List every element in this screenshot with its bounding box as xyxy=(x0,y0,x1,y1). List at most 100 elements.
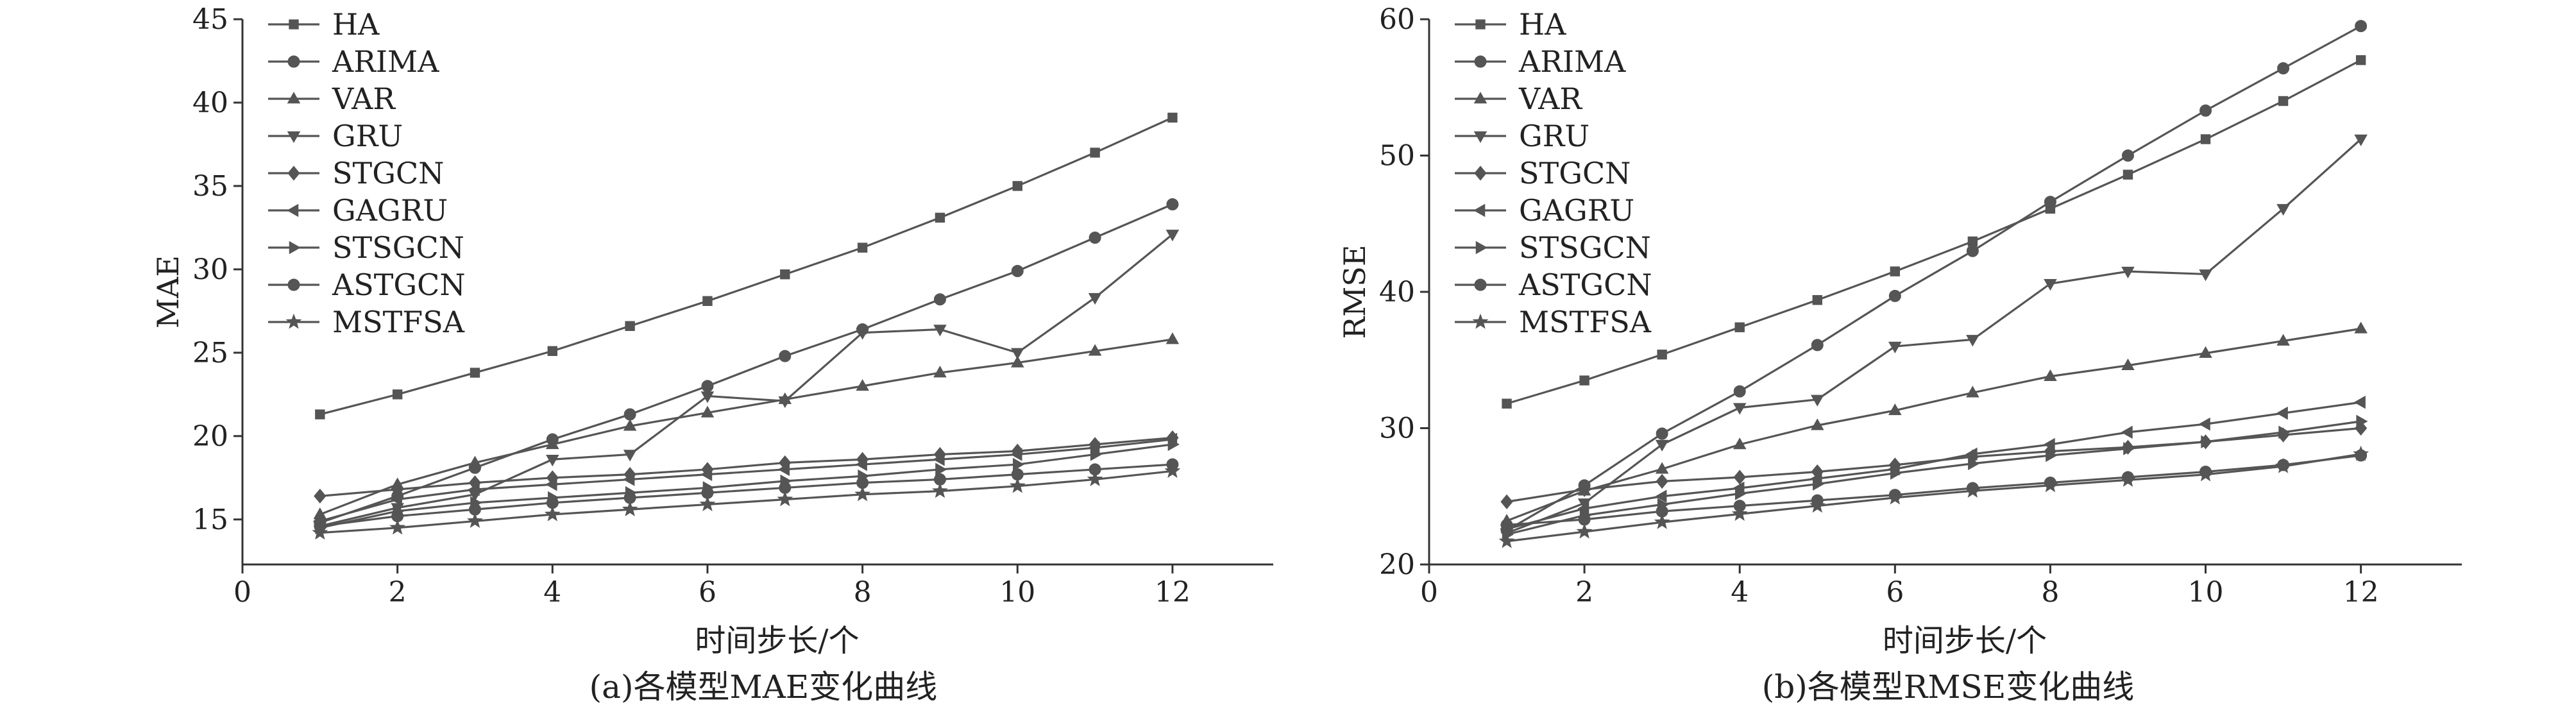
x-tick-label: 2 xyxy=(1575,576,1593,609)
data-point xyxy=(1965,447,1978,461)
data-point xyxy=(2354,321,2368,334)
caption: (a)各模型MAE变化曲线 xyxy=(589,668,938,706)
data-point xyxy=(2123,442,2135,455)
data-point xyxy=(700,405,715,418)
y-tick-label: 30 xyxy=(1379,412,1415,445)
series-line xyxy=(1506,59,2362,405)
data-point xyxy=(1164,462,1181,479)
legend-label: STSGCN xyxy=(332,230,464,265)
data-point xyxy=(1656,427,1668,440)
data-point xyxy=(935,462,947,477)
data-point xyxy=(1013,457,1025,471)
data-point xyxy=(623,419,637,431)
series-line xyxy=(319,116,1173,416)
data-point xyxy=(2044,369,2057,381)
x-axis-title: 时间步长/个 xyxy=(1883,623,2047,659)
x-tick-label: 12 xyxy=(2343,576,2379,609)
legend-label: MSTFSA xyxy=(332,305,465,339)
series-line xyxy=(319,470,1173,534)
legend-label: GRU xyxy=(1519,119,1589,153)
data-point xyxy=(1090,448,1103,461)
y-tick-label: 50 xyxy=(1379,140,1415,173)
data-point xyxy=(547,346,558,356)
data-point xyxy=(1655,462,1669,474)
data-point xyxy=(2043,437,2055,452)
data-point xyxy=(1966,386,1979,398)
legend-marker xyxy=(287,165,300,181)
data-point xyxy=(468,455,482,468)
x-tick-label: 10 xyxy=(999,576,1035,609)
legend-marker xyxy=(1474,278,1487,291)
data-point xyxy=(1813,477,1825,491)
y-tick-label: 45 xyxy=(192,3,228,36)
legend: HAARIMAVARGRUSTGCNGAGRUSTSGCNASTGCNMSTFS… xyxy=(1455,7,1652,339)
data-point xyxy=(2121,425,2133,439)
data-point xyxy=(2200,134,2211,144)
data-point xyxy=(933,293,946,306)
data-point xyxy=(1809,497,1826,513)
data-point xyxy=(623,450,637,462)
data-point xyxy=(933,452,945,466)
series-var xyxy=(313,332,1180,520)
data-point xyxy=(1890,266,1901,276)
data-point xyxy=(700,468,713,481)
y-tick-label: 20 xyxy=(192,420,228,453)
data-point xyxy=(1166,198,1179,211)
x-tick-label: 0 xyxy=(233,576,251,609)
data-point xyxy=(1967,236,1978,247)
legend-marker xyxy=(1474,165,1487,181)
data-point xyxy=(2121,266,2135,279)
data-point xyxy=(2042,477,2058,493)
legend-marker xyxy=(287,92,301,104)
data-point xyxy=(2046,448,2058,462)
data-point xyxy=(1010,448,1022,461)
data-point xyxy=(1498,532,1515,548)
legend-label: ASTGCN xyxy=(332,267,466,302)
series-stgcn xyxy=(1500,420,2368,509)
data-point xyxy=(1733,470,1746,485)
x-tick-label: 4 xyxy=(543,576,561,609)
data-point xyxy=(1966,335,1979,347)
data-point xyxy=(1012,181,1022,191)
data-point xyxy=(2044,196,2056,208)
series-stsgcn xyxy=(1502,414,2368,541)
data-point xyxy=(1888,341,1902,353)
data-point xyxy=(856,378,869,391)
data-point xyxy=(1964,482,1981,498)
chart-mae: 0 2 4 6 8 10 12 15 20 25 30 35 40 45 MAE 时间步长/个 (a)各模型MA… xyxy=(151,3,1273,706)
data-point xyxy=(1009,477,1026,493)
data-point xyxy=(1810,394,1824,407)
series-gru xyxy=(313,230,1180,534)
data-point xyxy=(1167,112,1178,123)
data-point xyxy=(2277,62,2290,74)
data-point xyxy=(2353,395,2366,409)
data-point xyxy=(777,462,790,477)
data-point xyxy=(1733,403,1747,415)
data-point xyxy=(468,482,480,496)
legend-marker xyxy=(287,131,301,143)
series-arima xyxy=(1500,20,2368,537)
legend-label: VAR xyxy=(332,81,396,116)
data-point xyxy=(545,454,559,467)
chart-rmse: 0 2 4 6 8 10 12 20 30 40 50 60 RMSE 时间步长/个 (b)各模型RMSE变… xyxy=(1337,3,2462,706)
x-tick-label: 6 xyxy=(1886,576,1904,609)
data-point xyxy=(2355,20,2368,33)
data-point xyxy=(467,513,483,529)
legend-marker xyxy=(289,19,299,30)
x-tick-label: 0 xyxy=(1420,576,1438,609)
data-point xyxy=(470,368,480,378)
series-gagru xyxy=(312,432,1178,528)
data-point xyxy=(1500,494,1513,509)
legend-label: HA xyxy=(332,7,380,42)
data-point xyxy=(777,491,793,507)
data-point xyxy=(545,477,557,491)
series-line xyxy=(1506,327,2361,522)
legend-marker xyxy=(1474,55,1487,68)
data-point xyxy=(390,493,402,506)
data-point xyxy=(2355,55,2366,65)
data-point xyxy=(1654,514,1670,529)
x-tick-label: 8 xyxy=(2041,576,2059,609)
y-tick-label: 40 xyxy=(192,87,228,119)
data-point xyxy=(1734,322,1745,332)
